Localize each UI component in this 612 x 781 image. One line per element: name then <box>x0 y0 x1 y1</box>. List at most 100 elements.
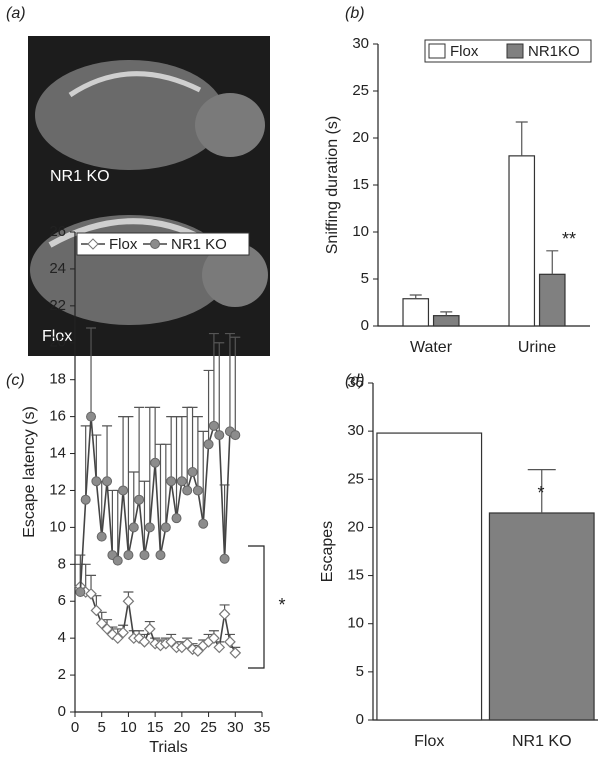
error-bar <box>214 342 225 436</box>
y-tick-label: 30 <box>347 422 364 439</box>
marker <box>111 632 124 645</box>
marker <box>143 623 156 635</box>
marker <box>166 476 177 487</box>
legend-label: Flox <box>450 43 479 60</box>
error-bar <box>118 416 129 491</box>
marker <box>187 467 198 477</box>
error-bar <box>230 336 241 436</box>
y-axis-label: Sniffing duration (s) <box>324 116 341 254</box>
significance-bracket <box>248 545 265 669</box>
marker <box>150 457 161 468</box>
y-tick-label: 10 <box>347 615 364 632</box>
error-bar <box>139 480 150 556</box>
image-label: Flox <box>42 328 72 345</box>
error-bar <box>203 369 214 445</box>
marker <box>139 550 150 561</box>
brain-image: NR1 KO Flox <box>28 36 270 356</box>
error-bar <box>527 469 556 513</box>
error-bar <box>440 311 453 316</box>
marker <box>90 604 103 617</box>
marker <box>203 439 214 450</box>
marker <box>101 623 113 635</box>
y-tick-label: 15 <box>352 176 369 193</box>
error-bar <box>166 416 177 482</box>
y-axis-label: Escapes <box>319 521 336 582</box>
error-bar <box>128 471 139 528</box>
error-bar <box>515 121 528 156</box>
error-bar <box>134 406 145 500</box>
x-tick-label: 10 <box>120 719 137 736</box>
error-bar <box>134 406 145 500</box>
legend-swatch <box>506 43 524 59</box>
y-tick-label: 18 <box>49 371 66 388</box>
x-tick-label: 0 <box>71 719 79 736</box>
error-bar <box>187 406 198 472</box>
y-tick-label: 0 <box>356 711 364 728</box>
error-bar <box>224 332 235 432</box>
error-bar <box>192 416 203 491</box>
marker <box>123 550 134 561</box>
y-tick-label: 26 <box>49 223 66 240</box>
legend-label: Flox <box>109 236 138 253</box>
error-bar <box>139 480 150 556</box>
y-tick-label: 2 <box>58 666 66 683</box>
panel-label: (c) <box>6 372 25 389</box>
error-bar <box>160 443 171 528</box>
marker <box>144 522 155 533</box>
marker <box>86 411 97 422</box>
marker <box>165 635 178 648</box>
panel-label: (b) <box>345 5 365 22</box>
y-tick-label: 24 <box>49 260 66 277</box>
error-bar <box>546 250 559 275</box>
marker <box>224 635 236 648</box>
error-bar <box>160 443 171 528</box>
y-tick-label: 20 <box>347 518 364 535</box>
marker <box>122 595 135 608</box>
error-bar <box>203 369 214 445</box>
annotation: * <box>278 595 285 615</box>
y-tick-label: 12 <box>49 481 66 498</box>
brain-shape <box>195 93 265 157</box>
error-bar <box>176 416 187 482</box>
error-bar <box>123 416 134 556</box>
annotation: * <box>537 483 544 503</box>
y-tick-label: 5 <box>361 270 369 287</box>
marker <box>192 645 204 657</box>
marker <box>181 637 194 650</box>
y-tick-label: 35 <box>347 374 364 391</box>
error-bar <box>198 430 209 524</box>
y-tick-label: 0 <box>361 317 369 334</box>
panel-label: (a) <box>6 5 26 22</box>
x-tick-label: 30 <box>227 719 244 736</box>
marker <box>171 513 182 524</box>
error-bar <box>409 294 422 299</box>
error-bar <box>102 425 113 482</box>
error-bar <box>150 406 161 463</box>
y-axis-label: Escape latency (s) <box>21 406 38 538</box>
brain-shape <box>35 60 225 170</box>
x-tick-label: 35 <box>254 719 271 736</box>
legend-swatch <box>428 43 446 59</box>
y-tick-label: 10 <box>352 223 369 240</box>
marker <box>85 587 97 600</box>
marker <box>118 485 129 496</box>
marker <box>91 476 102 487</box>
brain-shape <box>202 243 268 307</box>
marker <box>138 635 151 648</box>
bar <box>402 298 430 327</box>
x-tick-label: 15 <box>147 719 164 736</box>
y-tick-label: 15 <box>347 567 364 584</box>
y-tick-label: 4 <box>58 629 66 646</box>
brain-detail <box>48 218 207 248</box>
error-bar <box>208 332 219 426</box>
y-tick-label: 0 <box>58 703 66 720</box>
y-tick-label: 5 <box>356 663 364 680</box>
error-bar <box>527 469 556 513</box>
marker <box>214 430 225 441</box>
error-bar <box>86 327 97 417</box>
y-tick-label: 8 <box>58 555 66 572</box>
error-bar <box>123 416 134 556</box>
bar <box>432 315 460 327</box>
marker <box>75 587 86 597</box>
